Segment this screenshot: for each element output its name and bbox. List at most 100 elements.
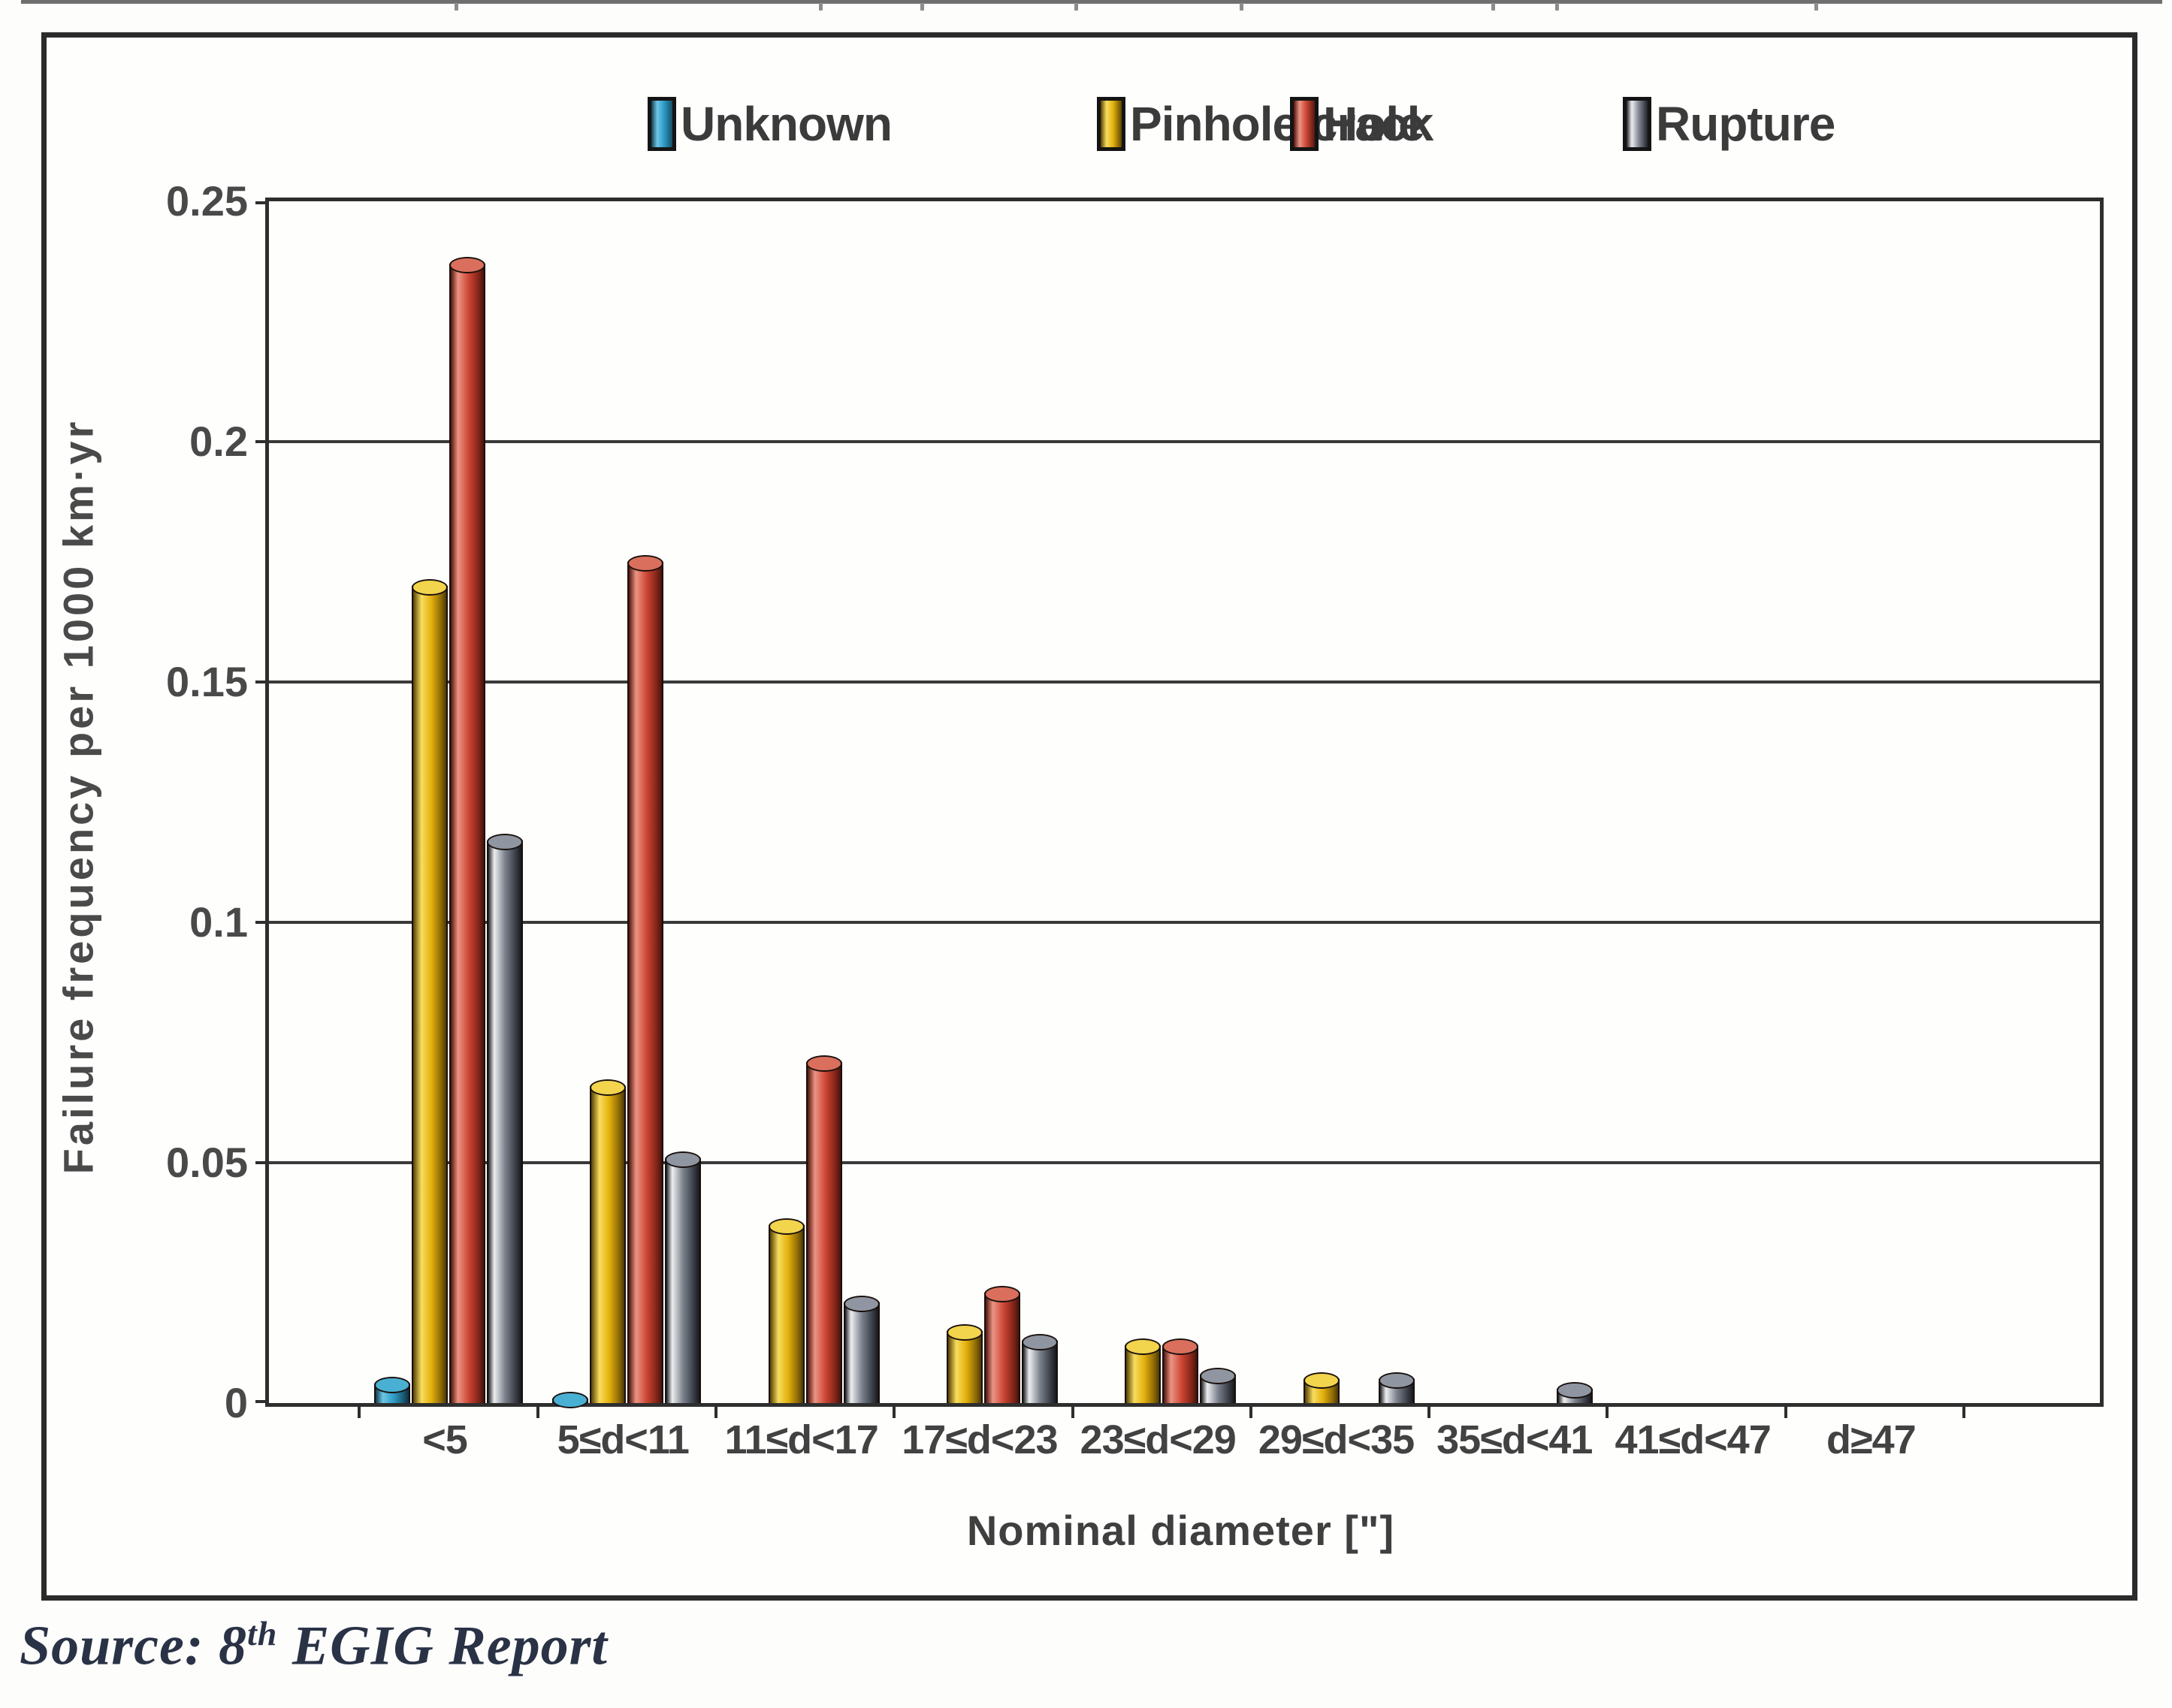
bar-hole (627, 555, 664, 1403)
x-axis-tick (893, 1403, 896, 1418)
scan-artifact-tick (1240, 3, 1243, 11)
chart-legend: Unknown Pinhole/crack Hole Rupture (47, 96, 2172, 171)
bar-top-ellipse (983, 1285, 1020, 1302)
bar-top-ellipse (412, 579, 448, 596)
scan-artifact-tick (455, 3, 458, 11)
bar-top-ellipse (1200, 1367, 1237, 1384)
bar-top-ellipse (374, 1377, 410, 1394)
scan-artifact-tick (819, 3, 823, 11)
y-tick-label: 0 (224, 1379, 248, 1426)
bar-hole (805, 1055, 842, 1403)
y-tick-label: 0.05 (166, 1139, 248, 1186)
y-axis-tick (255, 680, 269, 684)
y-axis-title: Failure frequency per 1000 km·yr (54, 418, 102, 1175)
scan-artifact-tick (1814, 3, 1818, 11)
x-axis-tick (536, 1403, 539, 1418)
bar-rupture (1200, 1367, 1237, 1403)
legend-label: Pinhole/crack (1130, 97, 1433, 151)
bar-top-ellipse (487, 834, 523, 851)
y-axis-tick (255, 440, 269, 443)
bar-top-ellipse (627, 555, 664, 572)
bar-unknown (552, 1391, 589, 1408)
y-axis-tick (255, 1400, 269, 1403)
legend-swatch-unknown (648, 97, 676, 151)
scan-artifact-rule (21, 0, 2162, 4)
x-axis-tick (1784, 1403, 1787, 1418)
y-tick-label: 0.1 (189, 898, 248, 946)
gridline (269, 440, 2100, 443)
x-tick-label: 41≤d<47 (1615, 1417, 1771, 1462)
x-tick-label: 29≤d<35 (1258, 1417, 1415, 1462)
bar-top-ellipse (1021, 1333, 1058, 1350)
bar-rupture (1556, 1381, 1593, 1403)
bar-top-ellipse (805, 1055, 842, 1072)
bar-top-ellipse (1125, 1338, 1162, 1356)
legend-item-hole: Hole (1290, 96, 1425, 152)
bar-top-ellipse (1162, 1338, 1199, 1356)
bar-unknown (374, 1377, 410, 1403)
bar-top-ellipse (946, 1324, 983, 1341)
legend-label: Hole (1323, 97, 1425, 151)
scan-artifact-tick (920, 3, 924, 11)
scan-artifact-tick (1491, 3, 1495, 11)
x-tick-label: 17≤d<23 (902, 1417, 1058, 1462)
bar-pinhole-crack (1125, 1338, 1162, 1403)
x-axis-tick (1071, 1403, 1074, 1418)
x-tick-label: 23≤d<29 (1080, 1417, 1237, 1462)
legend-swatch-hole (1290, 97, 1319, 151)
bar-rupture (1021, 1333, 1058, 1403)
bar-pinhole-crack (1303, 1372, 1340, 1403)
x-axis-tick (1606, 1403, 1609, 1418)
source-text: EGIG Report (277, 1615, 608, 1677)
x-tick-label: 5≤d<11 (557, 1417, 690, 1462)
x-tick-label: <5 (422, 1417, 468, 1462)
bar-hole (983, 1285, 1020, 1403)
bar-pinhole-crack (412, 579, 448, 1403)
x-axis-tick (714, 1403, 717, 1418)
x-axis-labels: <5 5≤d<11 11≤d<17 17≤d<23 23≤d<29 29≤d<35 35≤d… (265, 1417, 2096, 1469)
bar-top-ellipse (449, 257, 485, 274)
y-axis-tick (255, 201, 269, 204)
x-tick-label: 11≤d<17 (724, 1417, 878, 1462)
y-axis-tick (255, 1161, 269, 1164)
gridline (269, 921, 2100, 924)
x-axis-title: Nominal diameter ["] (966, 1507, 1395, 1554)
bar-hole (449, 257, 485, 1403)
bar-top-ellipse (665, 1151, 702, 1168)
bar-pinhole-crack (768, 1218, 805, 1403)
plot-area (255, 198, 2104, 1418)
legend-item-rupture: Rupture (1623, 96, 1835, 152)
gridline (269, 1161, 2100, 1164)
x-axis-tick (1249, 1403, 1252, 1418)
legend-swatch-rupture (1623, 97, 1651, 151)
legend-label: Unknown (681, 97, 893, 151)
scan-artifact-tick (1555, 3, 1559, 11)
y-axis-tick (255, 921, 269, 924)
scan-artifact-tick (1074, 3, 1078, 11)
y-tick-label: 0.15 (166, 658, 248, 705)
source-text: Source: 8 (20, 1615, 247, 1677)
bar-rupture (487, 834, 523, 1403)
legend-label: Rupture (1656, 97, 1835, 151)
x-tick-label: d≥47 (1826, 1417, 1917, 1462)
bar-pinhole-crack (946, 1324, 983, 1403)
legend-swatch-pinhole-crack (1097, 97, 1125, 151)
x-tick-label: 35≤d<41 (1436, 1417, 1593, 1462)
y-axis-labels: 0 0.05 0.1 0.15 0.2 0.25 (0, 177, 248, 1426)
x-axis-tick (1962, 1403, 1966, 1418)
bar-top-ellipse (843, 1295, 880, 1312)
bar-rupture (843, 1295, 880, 1403)
bar-top-ellipse (552, 1391, 589, 1408)
bar-top-ellipse (768, 1218, 805, 1236)
legend-item-unknown: Unknown (648, 96, 893, 152)
x-axis-tick (358, 1403, 361, 1418)
bar-top-ellipse (1303, 1372, 1340, 1389)
source-caption: Source: 8th EGIG Report (20, 1613, 608, 1679)
bar-rupture (1378, 1372, 1415, 1403)
legend-item-pinhole-crack: Pinhole/crack (1097, 96, 1433, 152)
bar-top-ellipse (1378, 1372, 1415, 1389)
y-tick-label: 0.25 (166, 177, 248, 225)
bar-rupture (665, 1151, 702, 1403)
bar-hole (1162, 1338, 1199, 1403)
